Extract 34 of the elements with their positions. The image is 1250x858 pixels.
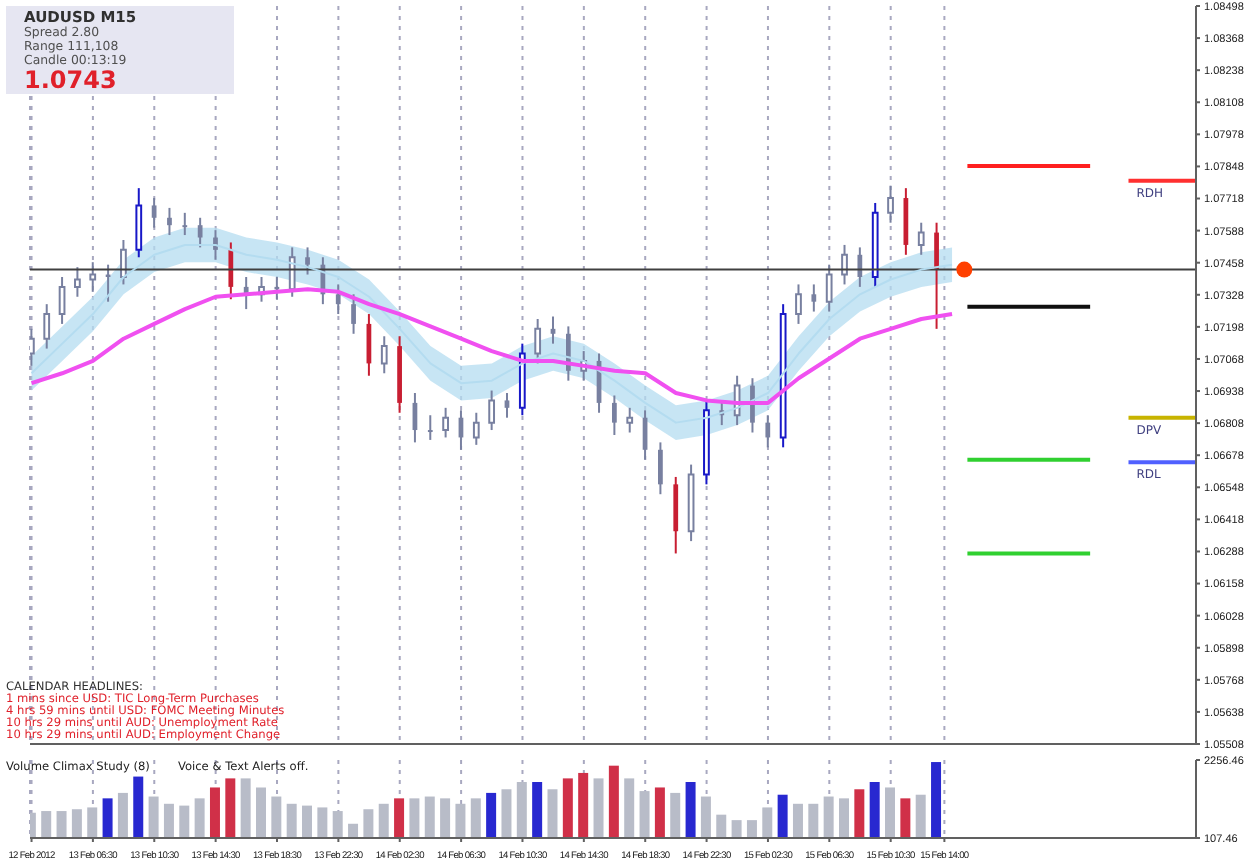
candlestick bbox=[795, 283, 802, 325]
candlestick bbox=[504, 392, 510, 419]
candlestick bbox=[472, 411, 480, 446]
candlestick bbox=[488, 389, 496, 432]
candlestick bbox=[197, 216, 203, 249]
candlestick bbox=[626, 406, 634, 434]
candlestick bbox=[427, 414, 433, 441]
candlestick bbox=[74, 266, 81, 298]
candlestick bbox=[43, 303, 51, 350]
candlestick bbox=[89, 261, 97, 293]
candlestick bbox=[167, 206, 172, 237]
candlestick bbox=[120, 238, 127, 286]
candlestick bbox=[442, 406, 449, 439]
candlestick bbox=[934, 221, 939, 330]
candlestick bbox=[58, 276, 66, 325]
candlestick bbox=[841, 243, 848, 286]
candlestick bbox=[228, 241, 234, 301]
annotation: 1.0743 bbox=[22, 66, 119, 94]
candlestick bbox=[380, 335, 388, 375]
candlestick bbox=[351, 293, 356, 335]
candlestick bbox=[30, 327, 35, 367]
candlestick bbox=[857, 246, 863, 288]
candlestick bbox=[182, 211, 188, 237]
candlestick bbox=[612, 394, 617, 436]
candlestick bbox=[887, 184, 894, 224]
candlestick bbox=[811, 283, 817, 313]
candlestick bbox=[335, 283, 341, 316]
candlestick bbox=[135, 187, 143, 259]
candlestick bbox=[765, 414, 771, 449]
candlestick bbox=[305, 246, 310, 276]
candlestick bbox=[673, 475, 679, 555]
candlestick bbox=[825, 263, 833, 313]
candlestick bbox=[658, 441, 663, 496]
candlestick bbox=[917, 221, 925, 256]
